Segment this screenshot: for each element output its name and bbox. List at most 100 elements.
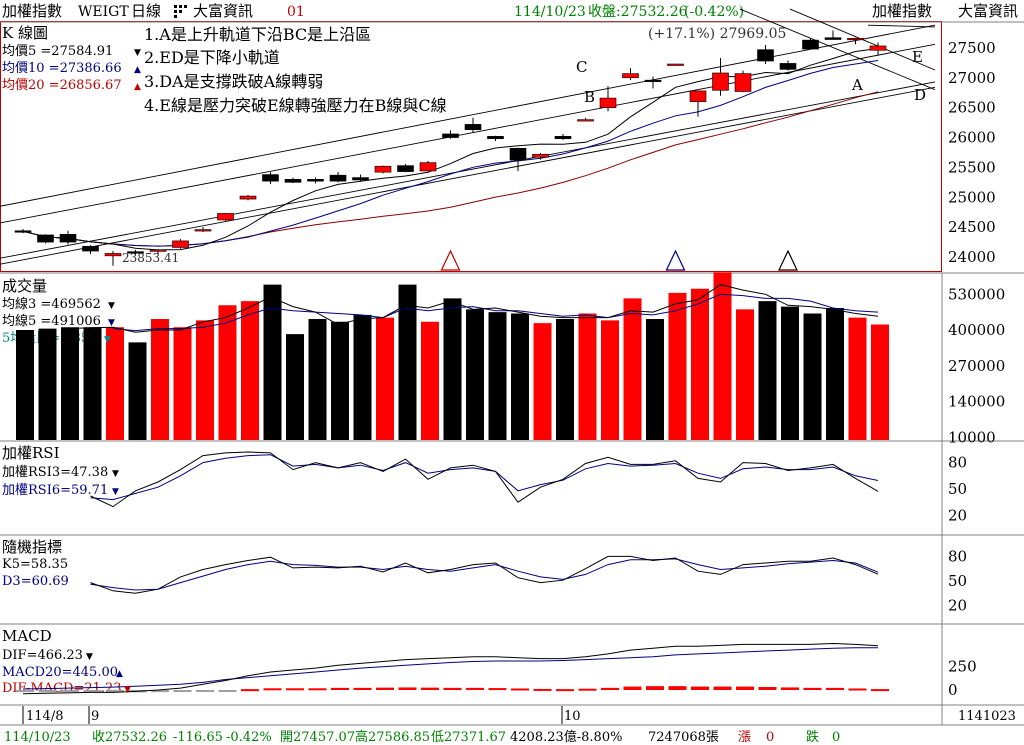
note-1: 1.A是上升軌道下沿BC是上沿區	[144, 25, 371, 44]
price-tick-label: 26000	[948, 129, 996, 147]
osc-bar	[398, 687, 417, 690]
volume-bar	[173, 327, 192, 440]
trend-line-b	[0, 24, 936, 207]
volume-bar	[758, 301, 777, 440]
osc-bar	[826, 687, 844, 690]
volume-bar	[466, 309, 484, 440]
candle-body	[284, 179, 302, 183]
note-2: 2.ED是下降小軌道	[144, 48, 280, 67]
status-up-value: 0	[766, 730, 774, 745]
osc-bar	[173, 690, 192, 692]
osc-bar	[601, 687, 619, 690]
candle-body	[869, 45, 887, 51]
osc-bar	[533, 688, 552, 691]
candle-body	[847, 38, 864, 41]
candle-body	[239, 195, 257, 200]
price-tick-label: 27500	[948, 39, 996, 57]
header-change: (-0.42%)	[684, 4, 744, 20]
volume-bar	[376, 317, 394, 440]
line-label-d: D	[914, 86, 926, 104]
candle-body	[509, 147, 527, 161]
volume-bar	[196, 320, 214, 440]
down-arrow-icon: ▼	[134, 48, 141, 58]
status-open: 開27457.07	[280, 730, 355, 745]
price-plot	[14, 30, 887, 271]
up-arrow-icon: ▲	[134, 82, 141, 92]
x-tick-aug: 114/8	[26, 709, 63, 724]
status-change: -116.65	[173, 730, 223, 745]
osc-bar	[488, 688, 507, 691]
candle-body	[622, 73, 639, 79]
osc-bar	[713, 686, 732, 690]
num-label: 01	[287, 4, 305, 20]
candle-body	[194, 229, 212, 232]
candle-body	[397, 165, 414, 172]
ma10-line	[22, 60, 879, 247]
down-arrow-icon: ▼	[124, 685, 131, 695]
right-index-name: 加權指數	[872, 2, 932, 20]
vol-ma5-line	[112, 293, 879, 332]
k-panel-title: K 線圖	[2, 24, 48, 42]
volume-bar	[286, 334, 304, 440]
signal-triangle	[778, 249, 798, 271]
x-end-date: 1141023	[958, 709, 1016, 724]
macd-tick-label: 0	[948, 681, 958, 699]
volume-bar	[736, 309, 754, 440]
volume-bar	[826, 308, 844, 440]
osc-bar	[83, 690, 102, 693]
d3-line	[90, 558, 879, 591]
candle-body	[127, 251, 144, 254]
kd-tick-label: 20	[948, 597, 967, 615]
line-label-b: B	[584, 88, 595, 106]
down-arrow-icon: ▼	[112, 469, 119, 479]
volume-bar	[16, 330, 34, 440]
volume-bar	[83, 327, 102, 440]
candle-body	[59, 234, 77, 243]
price-tick-label: 24500	[948, 218, 996, 236]
candle-body	[352, 177, 369, 181]
volume-tick-label: 400000	[948, 321, 1005, 339]
volume-tick-label: 270000	[948, 357, 1005, 375]
candle-body	[779, 63, 797, 70]
candle-body	[419, 162, 437, 172]
kd-tick-label: 50	[948, 572, 967, 590]
candle-body	[824, 37, 842, 40]
volume-bar	[578, 313, 597, 440]
osc-bar	[106, 690, 124, 693]
osc-bar	[466, 687, 484, 690]
osc-bar	[668, 686, 687, 690]
rsi-tick-label: 50	[948, 480, 967, 498]
status-pct: -0.42%	[226, 730, 272, 745]
rsi-plot	[90, 451, 879, 508]
candle-body	[577, 119, 594, 122]
volume-bar	[353, 314, 372, 440]
rsi-panel-title: 加權RSI	[2, 444, 60, 462]
index-code: WEIGT	[78, 4, 129, 20]
note-4: 4.E線是壓力突破E線轉強壓力在B線與C線	[144, 96, 447, 115]
status-shares: 7247068張	[648, 730, 719, 745]
macd-panel-title: MACD	[2, 627, 52, 645]
kd-plot	[90, 555, 879, 594]
osc-bar	[151, 690, 169, 693]
candle-body	[599, 97, 617, 108]
rsi6-label: 加權RSI6=59.71	[2, 483, 108, 498]
candle-body	[734, 73, 752, 92]
osc-bar	[16, 690, 34, 693]
candle-body	[532, 153, 549, 158]
y-axes: 27500 27000 26500 26000 25500 25000 24500 24000…	[86, 39, 1005, 699]
trend-line-b-lower	[0, 43, 936, 224]
x-tick-oct: 10	[564, 709, 581, 724]
osc-bar	[353, 687, 372, 690]
price-tick-label: 25500	[948, 158, 996, 176]
rsi3-label: 加權RSI3=47.38	[2, 465, 108, 480]
candle-body	[104, 253, 122, 257]
volume-tick-label: 530000	[948, 285, 1005, 303]
osc-bar	[646, 686, 664, 690]
candle-body	[442, 133, 459, 138]
volume-bar	[488, 312, 507, 440]
osc-bar	[218, 690, 237, 692]
price-tick-label: 24000	[948, 248, 996, 266]
rsi-tick-label: 20	[948, 506, 967, 524]
status-high: 高27586.85	[355, 729, 430, 745]
candle-body	[37, 234, 54, 243]
